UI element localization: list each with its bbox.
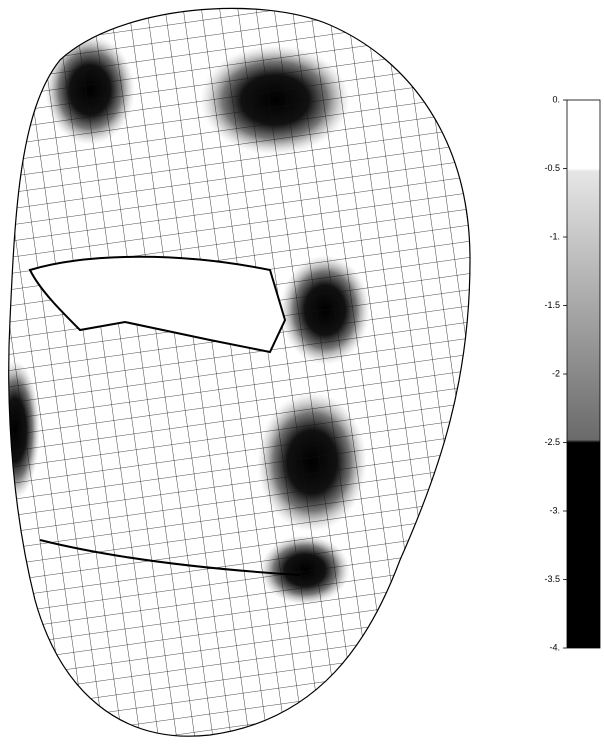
head-mesh: [0, 0, 480, 752]
tick-label: -0.5: [544, 163, 560, 173]
tick-label: -1.5: [544, 300, 560, 310]
tick-label: -3.5: [544, 574, 560, 584]
tick-label: -4.: [549, 642, 560, 652]
colorbar-scale: [567, 100, 600, 648]
tick-label: 0.: [552, 94, 560, 104]
tick-label: -2.5: [544, 437, 560, 447]
colorbar: 0. -0.5 -1. -1.5 -2 -2.5 -3. -3.5 -4.: [544, 94, 600, 652]
tick-label: -2: [552, 368, 560, 378]
tick-label: -1.: [549, 231, 560, 241]
tick-label: -3.: [549, 505, 560, 515]
figure: 0. -0.5 -1. -1.5 -2 -2.5 -3. -3.5 -4.: [0, 0, 604, 752]
